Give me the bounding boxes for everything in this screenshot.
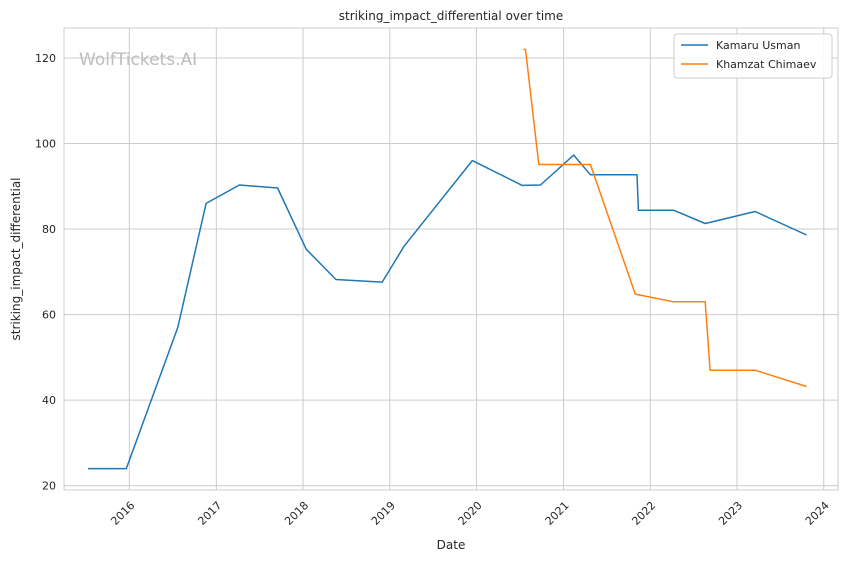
plot-frame	[63, 27, 839, 491]
x-tick-label: 2023	[716, 499, 745, 528]
chart-title: striking_impact_differential over time	[339, 9, 564, 23]
plot-area	[64, 28, 838, 490]
x-tick-label: 2020	[456, 499, 485, 528]
x-tick-label: 2017	[195, 499, 224, 528]
x-tick-label: 2024	[803, 499, 832, 528]
y-tick-label: 40	[42, 394, 56, 407]
series-line-khamzat-chimaev	[523, 48, 807, 388]
legend: Kamaru Usman Khamzat Chimaev	[673, 33, 833, 79]
y-tick-label: 120	[35, 52, 56, 65]
watermark: WolfTickets.AI	[79, 50, 197, 70]
x-tick-label: 2022	[629, 499, 658, 528]
y-tick-label: 20	[42, 480, 56, 493]
y-tick-label: 60	[42, 309, 56, 322]
tick-labels: 20 40 60 80 100 120 2016 2017 2018 2019 2020 2021 20…	[35, 52, 832, 528]
series-lines	[88, 48, 807, 470]
y-tick-label: 100	[35, 138, 56, 151]
x-tick-label: 2021	[543, 499, 572, 528]
series-line-kamaru-usman	[88, 154, 807, 470]
x-tick-label: 2018	[282, 499, 311, 528]
legend-box	[673, 33, 833, 79]
x-tick-label: 2016	[108, 499, 137, 528]
legend-label-kamaru-usman: Kamaru Usman	[716, 39, 800, 52]
legend-label-khamzat-chimaev: Khamzat Chimaev	[716, 58, 817, 71]
y-axis-title: striking_impact_differential	[9, 177, 23, 340]
y-tick-label: 80	[42, 223, 56, 236]
x-axis-title: Date	[437, 538, 466, 552]
x-tick-label: 2019	[369, 499, 398, 528]
grid	[64, 28, 838, 490]
